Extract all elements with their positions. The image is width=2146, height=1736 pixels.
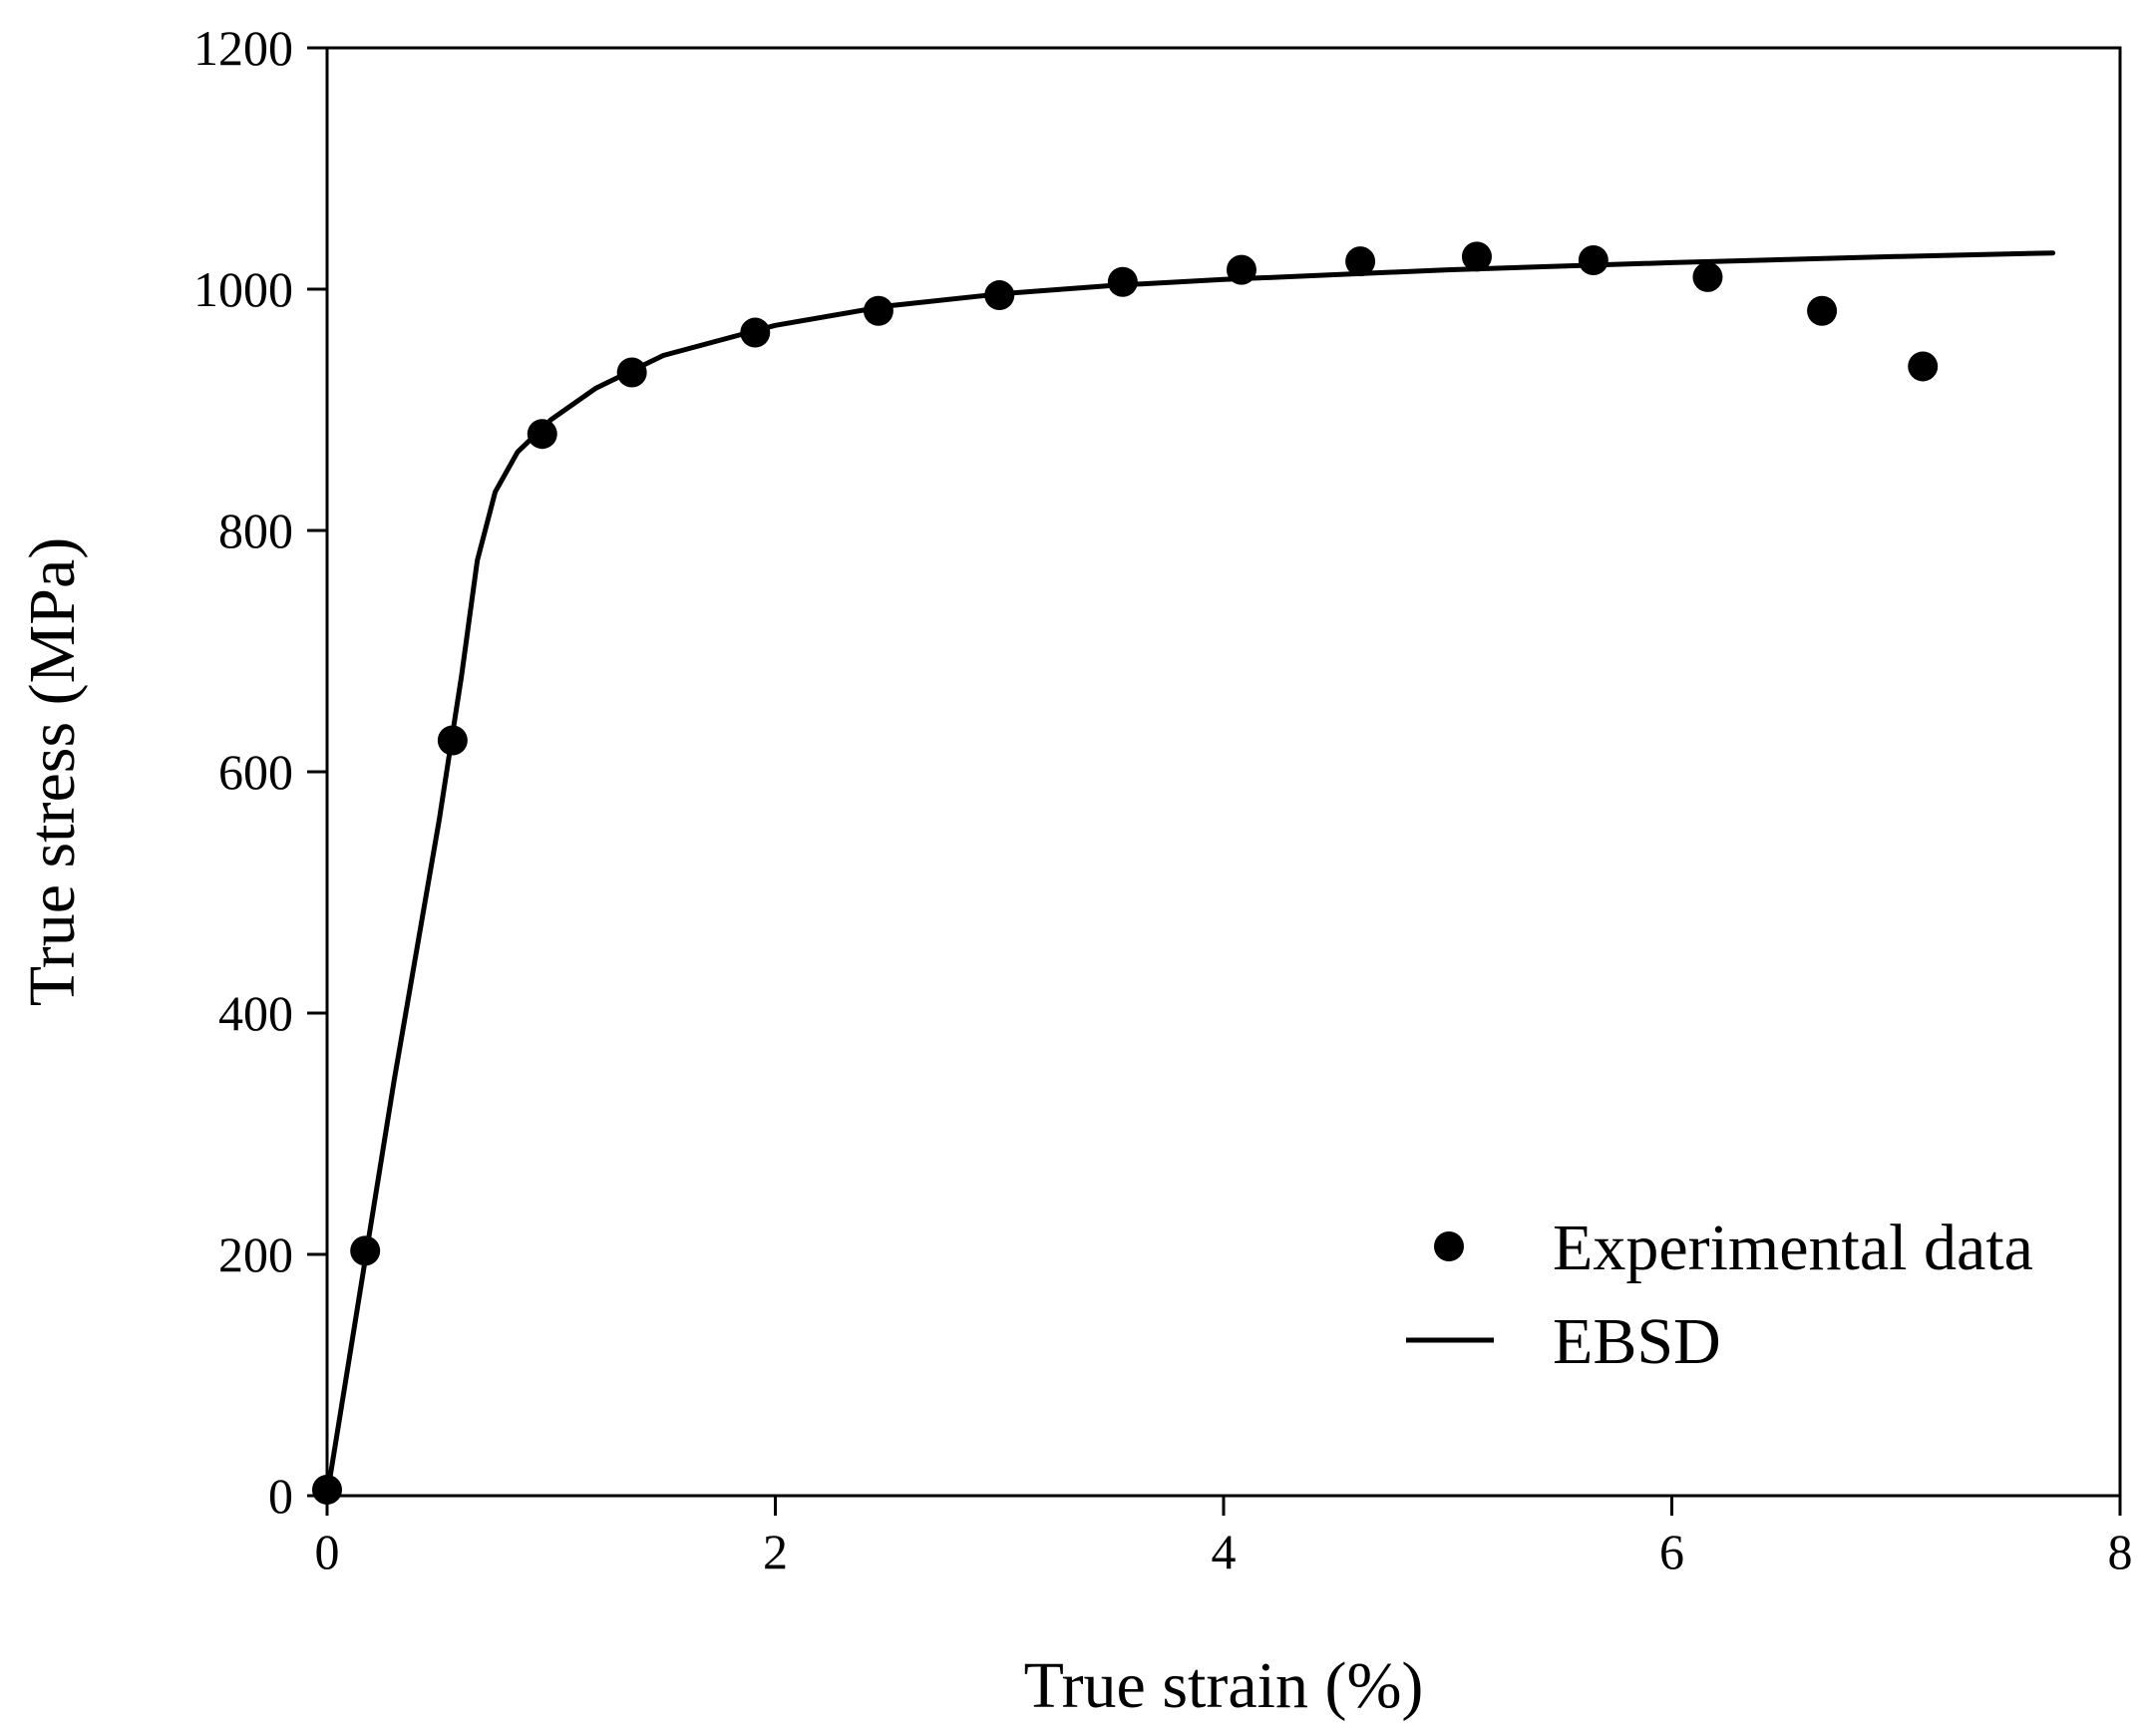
- x-tick-label: 6: [1659, 1524, 1684, 1579]
- x-axis-ticks: 0 2 4 6 8: [315, 1496, 2133, 1579]
- legend-label-ebsd: EBSD: [1553, 1305, 1721, 1378]
- y-tick-label: 1000: [193, 261, 293, 317]
- legend-label-experimental: Experimental data: [1553, 1212, 2033, 1284]
- experimental-data-point: [1107, 266, 1138, 297]
- experimental-data-point: [437, 725, 468, 756]
- experimental-data-point: [1226, 254, 1256, 285]
- x-axis-title: True strain (%): [1024, 1649, 1424, 1722]
- experimental-data-points: [312, 241, 1939, 1505]
- y-tick-label: 400: [218, 985, 293, 1041]
- y-tick-label: 1200: [193, 20, 293, 76]
- y-tick-label: 800: [218, 503, 293, 558]
- experimental-data-point: [1461, 241, 1492, 272]
- x-tick-label: 8: [2108, 1524, 2133, 1579]
- x-tick-label: 0: [315, 1524, 340, 1579]
- y-tick-label: 0: [268, 1468, 293, 1524]
- experimental-data-point: [1578, 244, 1609, 275]
- y-axis-title: True stress (MPa): [16, 537, 89, 1007]
- legend-marker-experimental: [1434, 1231, 1464, 1261]
- legend: Experimental data EBSD: [1406, 1212, 2033, 1378]
- x-tick-label: 4: [1212, 1524, 1237, 1579]
- experimental-data-point: [1692, 261, 1723, 292]
- x-tick-label: 2: [763, 1524, 788, 1579]
- y-tick-label: 600: [218, 744, 293, 800]
- experimental-data-point: [350, 1235, 381, 1266]
- experimental-data-point: [740, 317, 771, 348]
- experimental-data-point: [616, 357, 647, 388]
- experimental-data-point: [312, 1474, 342, 1505]
- y-tick-label: 200: [218, 1226, 293, 1282]
- experimental-data-point: [1908, 351, 1939, 382]
- experimental-data-point: [1807, 295, 1838, 326]
- experimental-data-point: [527, 419, 557, 450]
- ebsd-series-line: [324, 250, 2056, 1499]
- y-axis-ticks: 0 200 400 600 800 1000 1200: [193, 20, 327, 1524]
- experimental-data-point: [863, 295, 894, 326]
- experimental-data-point: [984, 280, 1015, 311]
- experimental-data-point: [1345, 246, 1376, 277]
